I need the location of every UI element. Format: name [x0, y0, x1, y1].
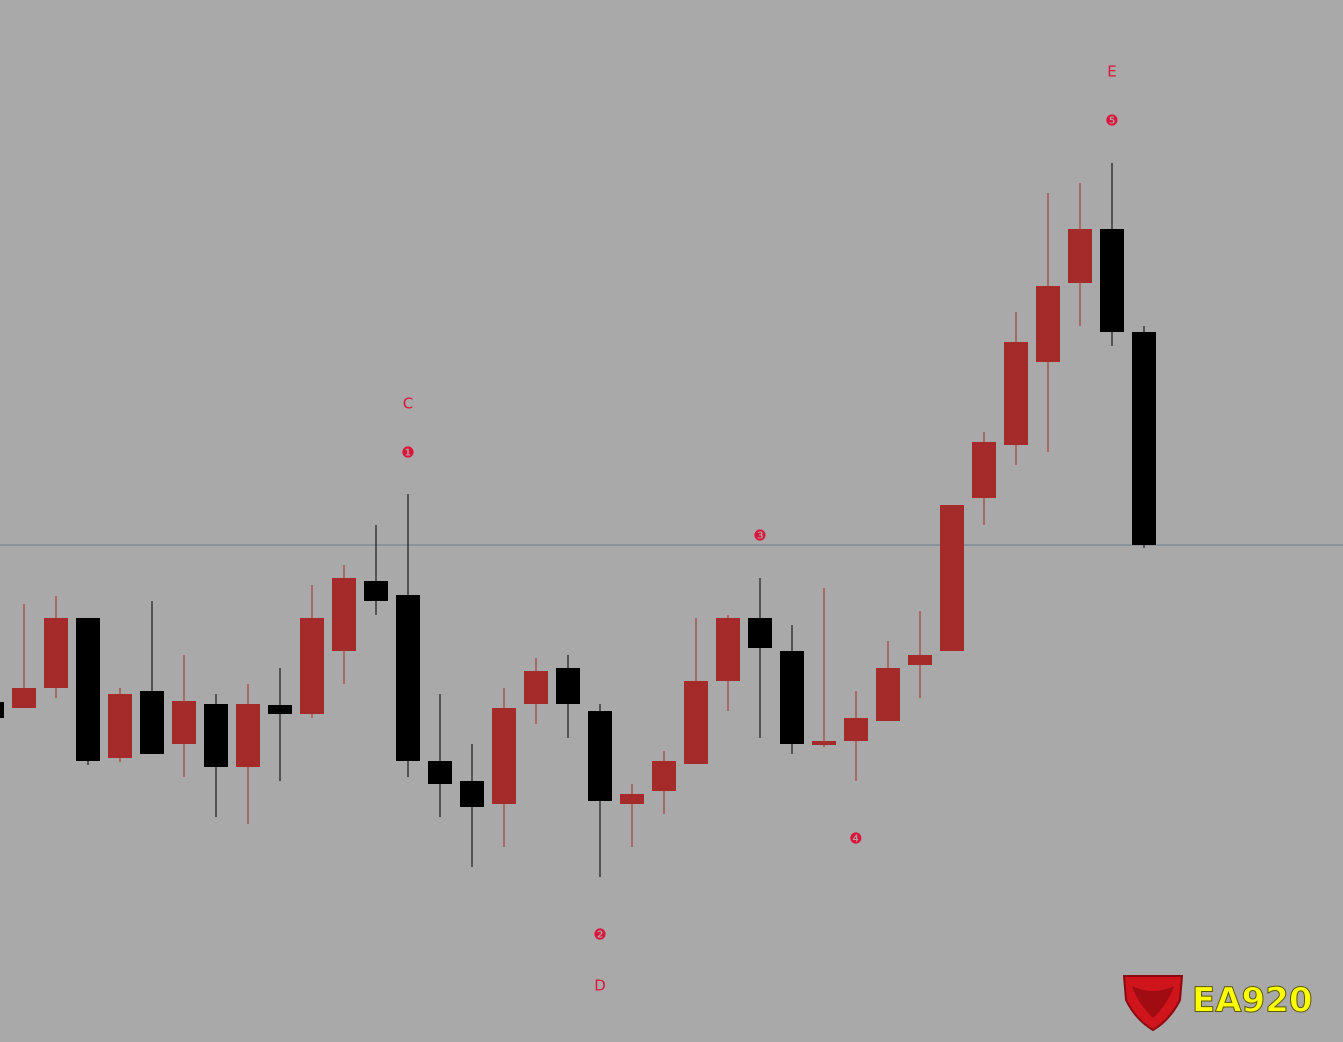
- candle-body: [588, 711, 612, 801]
- candle-body: [652, 761, 676, 791]
- candle-body: [620, 794, 644, 804]
- candle-body: [748, 618, 772, 648]
- logo-text: EA920: [1192, 981, 1313, 1021]
- candle-body: [908, 655, 932, 665]
- candle-body: [140, 691, 164, 754]
- annotation: C: [403, 395, 413, 413]
- candle-body: [524, 671, 548, 704]
- candle-body: [716, 618, 740, 681]
- annotation: ❸: [753, 527, 766, 545]
- candle-body: [812, 741, 836, 745]
- logo-bull: [1132, 986, 1174, 1018]
- candle-body: [268, 705, 292, 714]
- candle-body: [556, 668, 580, 704]
- logo: EA920: [1122, 975, 1313, 1032]
- candle-body: [396, 595, 420, 761]
- candle-body: [300, 618, 324, 714]
- candle-body: [44, 618, 68, 688]
- candle-body: [1036, 286, 1060, 362]
- annotation: D: [594, 977, 606, 995]
- annotation: ❶: [401, 444, 414, 462]
- candle-body: [204, 704, 228, 767]
- candle-body: [428, 761, 452, 784]
- candle-body: [780, 651, 804, 744]
- candle-body: [108, 694, 132, 758]
- candle-body: [1100, 229, 1124, 332]
- candle-body: [1068, 229, 1092, 283]
- candle-body: [12, 688, 36, 708]
- candle-body: [172, 701, 196, 744]
- candle-body: [876, 668, 900, 721]
- candle-body: [972, 442, 996, 498]
- candle-body: [684, 681, 708, 764]
- candle-body: [1004, 342, 1028, 445]
- candle-body: [236, 704, 260, 767]
- annotation: E: [1107, 63, 1116, 81]
- candle-body: [0, 702, 4, 718]
- annotation: ❷: [593, 926, 606, 944]
- candle-body: [492, 708, 516, 804]
- candle-body: [940, 505, 964, 651]
- annotation: ❹: [849, 830, 862, 848]
- candle-body: [332, 578, 356, 651]
- annotation: ❺: [1105, 112, 1118, 130]
- candle-body: [844, 718, 868, 741]
- candle-body: [460, 781, 484, 807]
- candle-body: [1132, 332, 1156, 545]
- candle-body: [76, 618, 100, 761]
- candle-body: [364, 581, 388, 601]
